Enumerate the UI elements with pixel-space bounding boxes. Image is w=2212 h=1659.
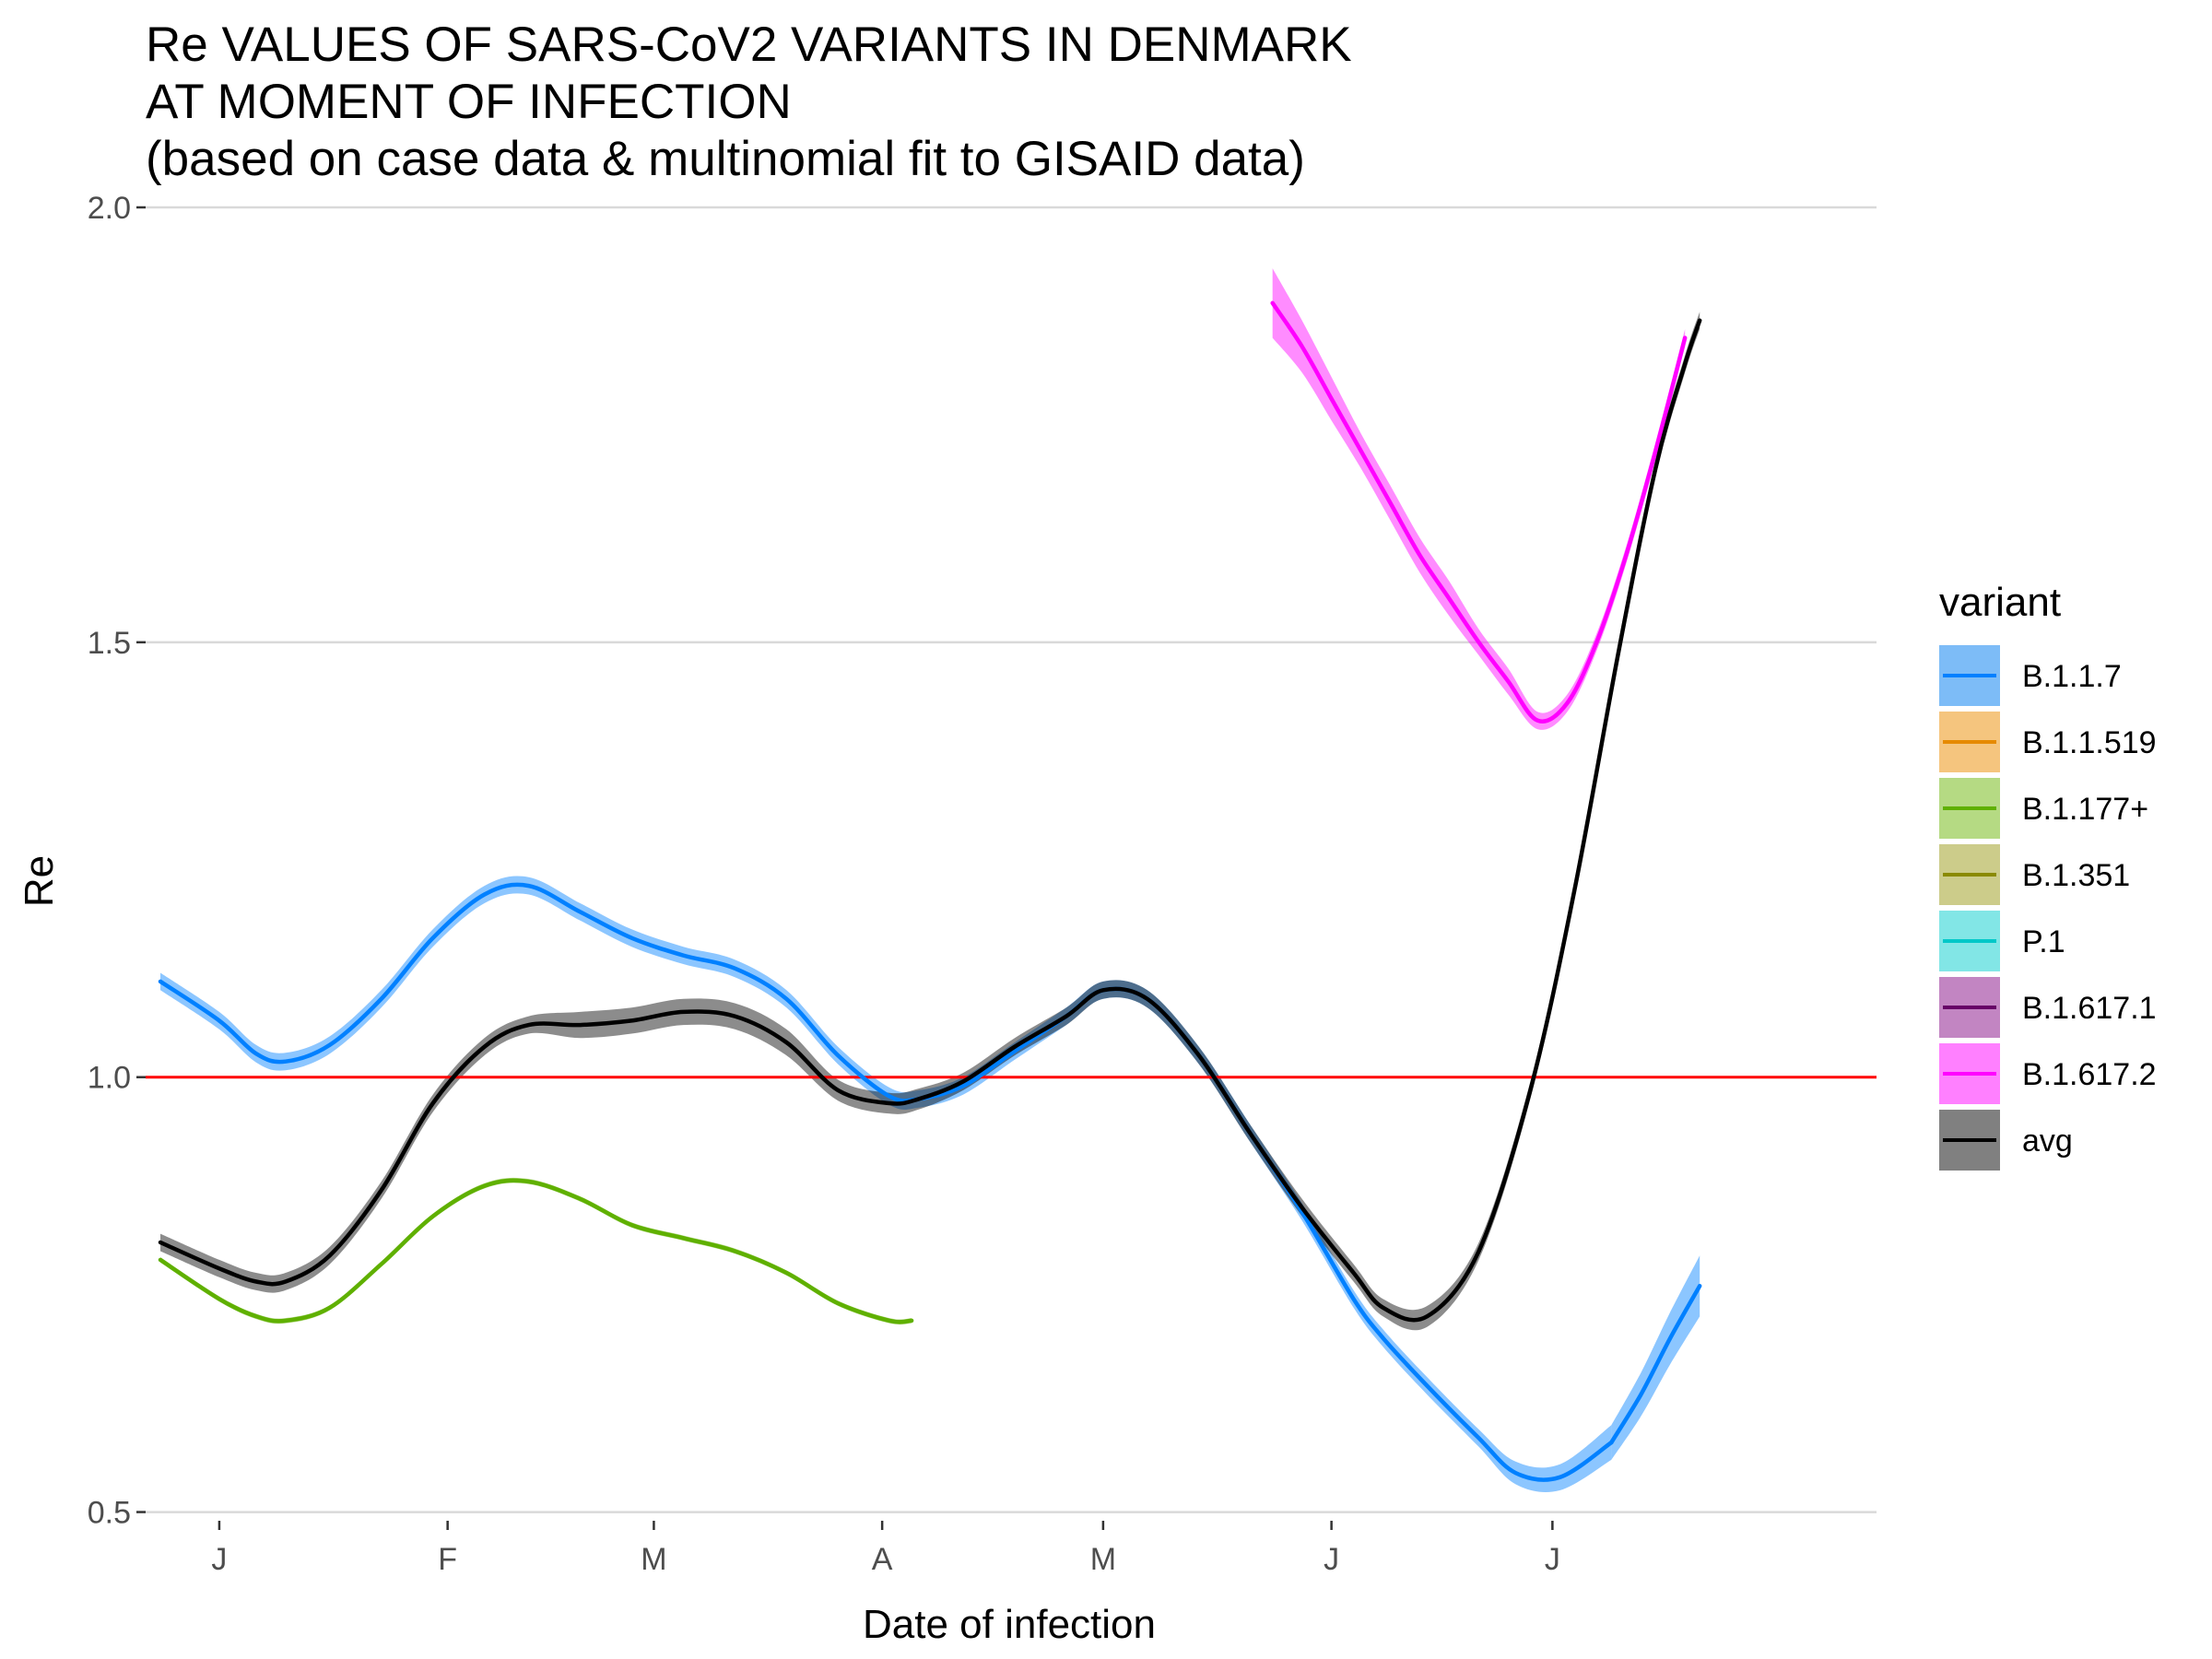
- legend-label-b-1-351: B.1.351: [2022, 858, 2130, 893]
- legend-label-b-1-1-519: B.1.1.519: [2022, 725, 2157, 760]
- y-tick-label-2: 1.5: [88, 626, 131, 661]
- legend-entry-avg: avg: [1939, 1110, 2073, 1171]
- line-avg-4: [158, 318, 1702, 1323]
- ribbon-b-1-177--2: [160, 1177, 912, 1325]
- y-tick-label-3: 2.0: [88, 191, 131, 226]
- legend-entry-b-1-617-2: B.1.617.2: [1939, 1043, 2157, 1104]
- x-tick-label-2: M: [641, 1542, 666, 1577]
- y-axis-ticks: 0.5 1.0 1.5 2.0: [88, 191, 146, 1531]
- title-line-2: AT MOMENT OF INFECTION: [146, 75, 792, 129]
- legend-title: variant: [1939, 580, 2061, 625]
- confidence-ribbons: [160, 268, 1700, 1492]
- ribbon-b-1-1-7-1: [1611, 1255, 1700, 1460]
- legend-label-b-1-177-: B.1.177+: [2022, 792, 2148, 827]
- x-tick-label-3: A: [872, 1542, 893, 1577]
- title-line-1: Re VALUES OF SARS-CoV2 VARIANTS IN DENMA…: [146, 18, 1352, 72]
- y-tick-label-1: 1.0: [88, 1061, 131, 1096]
- x-tick-label-4: M: [1090, 1542, 1116, 1577]
- legend-label-avg: avg: [2022, 1124, 2073, 1159]
- x-tick-label-0: J: [211, 1542, 227, 1577]
- legend: variant B.1.1.7 B.1.1.519 B.1.177+ B.1.351 P…: [1939, 580, 2157, 1171]
- ribbon-b-1-1-7-0: [160, 876, 1612, 1492]
- legend-label-b-1-1-7: B.1.1.7: [2022, 659, 2122, 694]
- x-tick-label-1: F: [438, 1542, 457, 1577]
- title-line-3: (based on case data & multinomial fit to…: [146, 132, 1305, 186]
- legend-entry-p-1: P.1: [1939, 911, 2065, 971]
- y-axis-title: Re: [17, 855, 62, 907]
- legend-label-p-1: P.1: [2022, 924, 2065, 959]
- legend-entry-b-1-617-1: B.1.617.1: [1939, 977, 2157, 1038]
- legend-label-b-1-617-2: B.1.617.2: [2022, 1057, 2157, 1092]
- grid-lines: [146, 206, 1877, 1513]
- legend-entry-b-1-177-: B.1.177+: [1939, 778, 2148, 839]
- legend-entry-b-1-351: B.1.351: [1939, 844, 2130, 905]
- legend-entry-b-1-1-519: B.1.1.519: [1939, 712, 2157, 772]
- line-b-1-617-2-3: [1270, 300, 1688, 724]
- x-tick-label-5: J: [1324, 1542, 1339, 1577]
- x-tick-label-6: J: [1545, 1542, 1560, 1577]
- line-b-1-1-7-1: [1609, 1283, 1702, 1445]
- legend-entries: B.1.1.7 B.1.1.519 B.1.177+ B.1.351 P.1 B.1.61…: [1939, 645, 2157, 1171]
- line-b-1-177--2: [158, 1178, 914, 1324]
- legend-entry-b-1-1-7: B.1.1.7: [1939, 645, 2122, 706]
- ribbon-b-1-617-2-3: [1272, 268, 1686, 730]
- line-b-1-1-7-0: [158, 882, 1614, 1482]
- chart-title: Re VALUES OF SARS-CoV2 VARIANTS IN DENMA…: [146, 18, 1352, 186]
- x-axis-title: Date of infection: [863, 1602, 1156, 1647]
- series-lines: [158, 300, 1702, 1482]
- legend-label-b-1-617-1: B.1.617.1: [2022, 991, 2157, 1026]
- y-tick-label-0: 0.5: [88, 1496, 131, 1531]
